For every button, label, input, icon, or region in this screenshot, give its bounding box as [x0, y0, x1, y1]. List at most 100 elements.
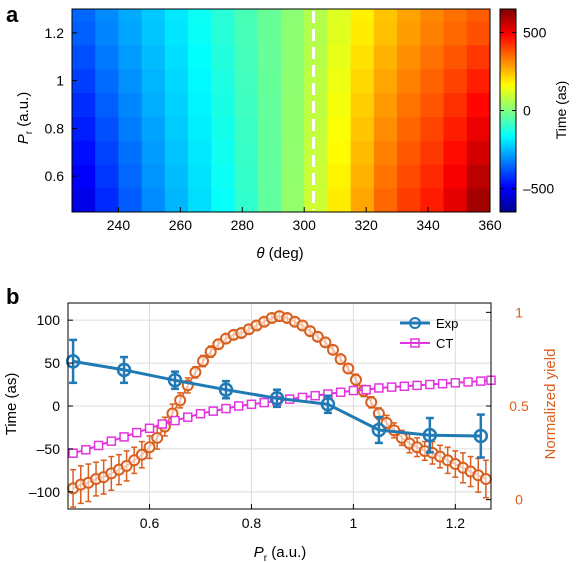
exp-point — [167, 373, 183, 388]
heatmap-frame — [71, 8, 491, 213]
heatmap-cell — [443, 20, 468, 46]
heatmap-cell — [420, 164, 445, 189]
heatmap-cell — [72, 164, 96, 189]
heatmap-x-tick-label: 240 — [107, 217, 131, 233]
heatmap-cell — [257, 116, 282, 141]
line-x-tick-label: 0.8 — [242, 515, 262, 531]
heatmap-cell — [373, 140, 398, 165]
ct-point — [144, 423, 155, 434]
heatmap-cell — [443, 188, 468, 213]
heatmap-cell — [304, 140, 328, 165]
yield-point — [296, 319, 309, 332]
heatmap-cell — [350, 188, 375, 213]
heatmap-cell — [257, 164, 282, 189]
ct-point — [450, 378, 461, 388]
ct-point — [132, 427, 142, 438]
line-y-tick-label: –100 — [29, 484, 60, 500]
heatmap-cell — [188, 68, 212, 94]
heatmap-cell — [164, 164, 189, 189]
exp-point — [116, 362, 132, 378]
heatmap-y-tick-label: 0.8 — [45, 120, 65, 136]
heatmap-cell — [257, 92, 282, 117]
line-x-tick-label: 0.6 — [140, 515, 160, 531]
heatmap-cell — [373, 44, 398, 70]
heatmap-cell — [350, 164, 375, 189]
heatmap-cell — [420, 188, 445, 213]
heatmap-cell — [420, 20, 445, 46]
line-y-right-tick-label: 1 — [515, 304, 523, 320]
heatmap-cell — [188, 20, 212, 46]
heatmap-cell — [72, 140, 96, 165]
heatmap-cell — [118, 140, 143, 165]
ct-point — [246, 399, 257, 410]
ct-point — [81, 445, 91, 455]
heatmap-cell — [373, 164, 398, 189]
heatmap-cell — [350, 68, 375, 94]
heatmap-cell — [257, 44, 282, 70]
heatmap-cell — [304, 116, 328, 141]
yield-point — [349, 373, 362, 386]
ct-point — [208, 406, 218, 416]
heatmap-cell — [188, 9, 212, 22]
heatmap-y-ticks: 0.6 0.8 1 1.2 — [45, 25, 77, 184]
heatmap-y-tick-label: 1.2 — [45, 25, 65, 41]
heatmap-cell — [118, 44, 143, 70]
heatmap-cell — [118, 116, 143, 141]
heatmap-x-tick-label: 340 — [416, 217, 440, 233]
heatmap-y-tick-label: 0.6 — [45, 168, 65, 184]
heatmap-cell — [95, 20, 119, 46]
heatmap-cell — [257, 140, 282, 165]
yield-point — [189, 366, 202, 379]
heatmap-cell — [397, 92, 421, 117]
heatmap-cell — [420, 9, 445, 22]
yield-point — [334, 353, 347, 366]
exp-point — [473, 428, 489, 444]
heatmap-x-tick-label: 280 — [231, 217, 255, 233]
heatmap-cell — [211, 164, 236, 189]
yield-point — [327, 343, 340, 356]
ct-point — [183, 412, 193, 422]
heatmap-cell — [327, 92, 352, 117]
heatmap-x-ticks: 240 260 280 300 320 340 360 — [107, 207, 502, 233]
heatmap-cell — [118, 164, 143, 189]
heatmap-cell — [211, 140, 236, 165]
heatmap-cell — [327, 20, 352, 46]
yield-point — [128, 454, 141, 467]
ct-point — [259, 397, 269, 408]
line-y-tick-label: 0 — [52, 398, 60, 414]
heatmap-cell — [211, 44, 236, 70]
heatmap-x-tick-label: 320 — [354, 217, 378, 233]
heatmap-cell — [304, 188, 328, 213]
heatmap-cell — [188, 116, 212, 141]
heatmap-cell — [281, 188, 305, 213]
ct-point — [335, 387, 346, 398]
heatmap-cell — [397, 116, 421, 141]
heatmap-cell — [141, 92, 166, 117]
heatmap-cell — [234, 140, 259, 165]
ct-point — [476, 376, 486, 386]
heatmap-cell — [327, 68, 352, 94]
heatmap-cell — [420, 68, 445, 94]
exp-point — [65, 354, 81, 369]
heatmap-cell — [211, 92, 236, 117]
heatmap-cell — [72, 116, 96, 141]
heatmap-cell — [466, 188, 491, 213]
colorbar-ticks: 500 0 –500 — [500, 24, 554, 197]
heatmap-cell — [72, 9, 96, 22]
heatmap-cell — [281, 44, 305, 70]
heatmap-cell — [373, 188, 398, 213]
heatmap-cell — [443, 68, 468, 94]
heatmap-cell — [327, 44, 352, 70]
heatmap-cell — [141, 68, 166, 94]
heatmap-cell — [72, 92, 96, 117]
heatmap-x-axis-symbol: θ — [256, 245, 264, 262]
heatmap-cell — [211, 9, 236, 22]
heatmap-cell — [420, 140, 445, 165]
heatmap-cell — [373, 9, 398, 22]
heatmap-cell — [141, 188, 166, 213]
ct-point — [386, 382, 397, 392]
heatmap-cell — [188, 188, 212, 213]
line-series — [65, 310, 496, 508]
exp-point — [269, 391, 285, 406]
